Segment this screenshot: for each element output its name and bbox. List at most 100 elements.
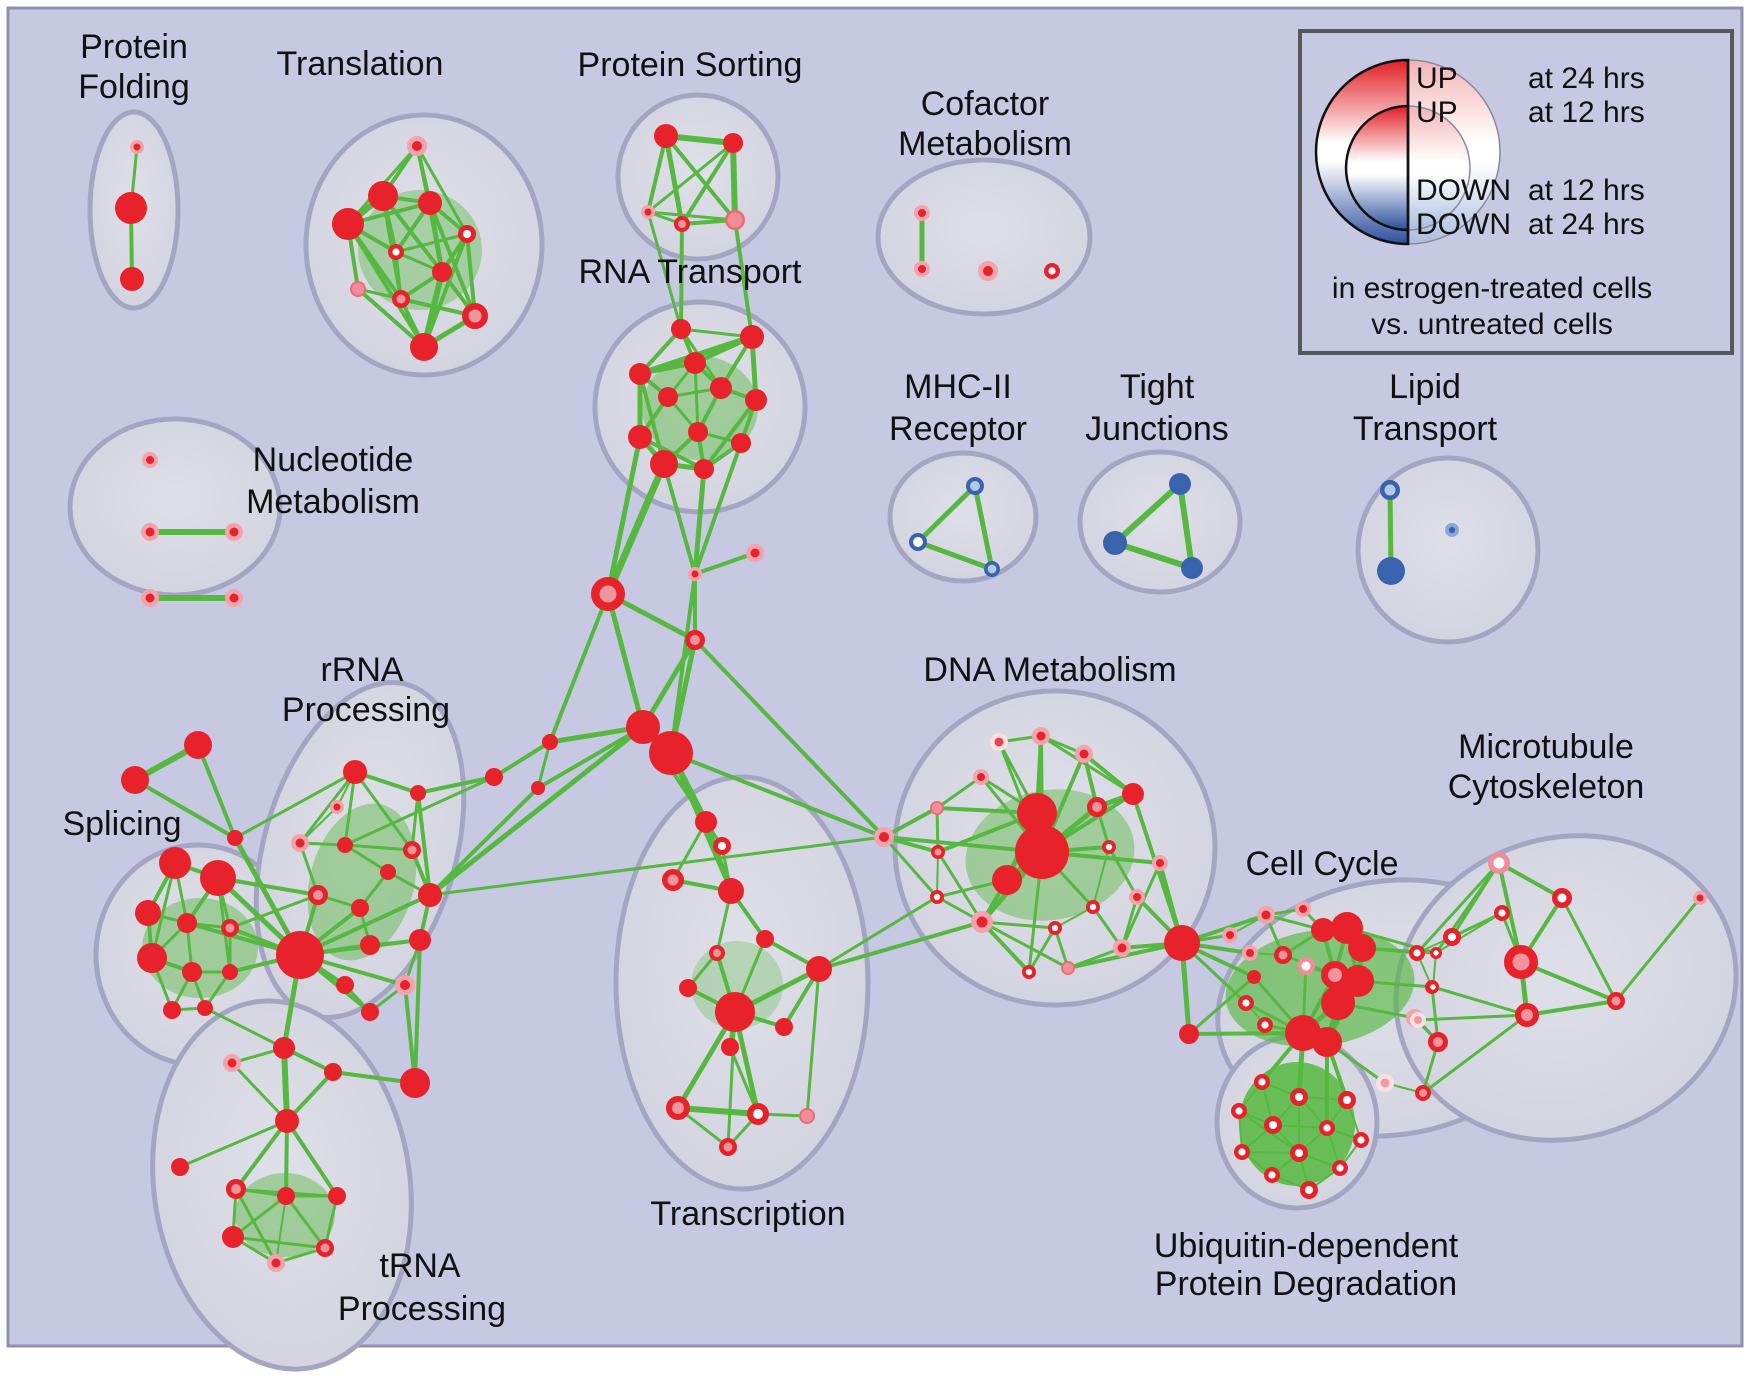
network-node-U9: [1289, 1143, 1308, 1162]
legend-direction-label-3: DOWN: [1416, 208, 1511, 241]
cluster-label-protein-folding: Folding: [78, 68, 190, 106]
network-edge: [415, 144, 469, 236]
network-node-TN10: [222, 1226, 244, 1248]
network-node-C1: [688, 567, 702, 581]
network-node-ST: [184, 731, 212, 759]
network-edge: [548, 592, 610, 744]
network-node-CF3: [978, 261, 998, 281]
network-node-SP9: [163, 1001, 181, 1019]
network-node-R8: [418, 883, 442, 907]
network-edge: [234, 1187, 278, 1265]
network-node-U7: [1352, 1131, 1369, 1148]
network-node-TR2: [712, 836, 731, 855]
network-edge: [935, 775, 983, 810]
network-node-CF4: [1043, 263, 1060, 280]
network-node-T9: [392, 290, 410, 308]
cluster-label-tight-junctions: Tight: [1120, 368, 1195, 406]
cluster-label-translation: Translation: [277, 45, 444, 83]
network-node-R10: [276, 931, 324, 979]
network-edge: [646, 210, 683, 331]
network-node-U6: [1318, 1119, 1335, 1136]
network-edge: [275, 1195, 287, 1264]
network-node-R3: [291, 834, 309, 852]
network-node-PS2: [723, 133, 743, 153]
network-node-MH2: [909, 533, 928, 552]
network-node-R5: [403, 841, 421, 859]
network-node-MH3: [983, 560, 1000, 577]
network-node-DM22: [1164, 925, 1200, 961]
network-node-DM8: [1017, 793, 1057, 833]
network-node-DM5: [1122, 783, 1144, 805]
network-node-TN1: [273, 1037, 295, 1059]
network-node-CC20: [1442, 927, 1461, 946]
network-node-T7: [432, 262, 452, 282]
network-node-PF2: [115, 192, 147, 224]
cluster-label-protein-sorting: Protein Sorting: [578, 46, 803, 84]
network-node-U5: [1263, 1115, 1282, 1134]
network-node-RT11: [650, 450, 678, 478]
network-edge: [284, 1194, 327, 1250]
network-node-DM7: [1087, 797, 1107, 817]
network-edge: [936, 851, 939, 898]
network-node-NM4: [141, 589, 159, 607]
network-node-LP3: [1445, 522, 1460, 537]
network-node-R15: [361, 1003, 379, 1021]
cluster-label-ubiquitin-degradation: Ubiquitin-dependent: [1154, 1227, 1459, 1265]
network-edge: [1415, 861, 1501, 955]
network-node-R4: [337, 837, 353, 853]
cluster-label-trna-processing: Processing: [338, 1290, 506, 1328]
network-node-PF3: [120, 267, 144, 291]
network-node-DM1: [990, 733, 1008, 751]
network-node-MT7: [1515, 1003, 1539, 1027]
network-edge: [150, 861, 177, 960]
network-edge: [1525, 999, 1618, 1017]
network-node-DM16: [971, 911, 993, 933]
edge-density-blob: [307, 803, 417, 961]
network-node-TR15: [719, 1138, 737, 1156]
network-node-SP10: [197, 1000, 213, 1016]
network-node-PF1: [130, 140, 144, 154]
network-edge: [233, 770, 357, 840]
network-node-RT2: [740, 325, 764, 349]
network-node-LP2: [1377, 557, 1405, 585]
cluster-label-nucleotide-metabolism: Metabolism: [246, 483, 420, 521]
cluster-label-mhc-ii-receptor: MHC-II: [904, 368, 1012, 406]
network-edge: [646, 210, 737, 222]
network-node-TN12: [267, 1254, 285, 1272]
network-node-P1: [542, 734, 558, 750]
network-edge: [1497, 861, 1564, 900]
network-node-T1: [407, 136, 427, 156]
legend-inner-circle-faded: [1407, 105, 1471, 231]
network-node-TR1: [695, 811, 717, 833]
network-edge: [343, 770, 357, 847]
network-node-U1: [1253, 1073, 1270, 1090]
network-node-R13: [336, 976, 354, 994]
cluster-label-rna-transport: RNA Transport: [579, 253, 803, 291]
network-edge: [817, 895, 939, 971]
network-node-DM4: [973, 769, 989, 785]
network-node-TN7: [226, 1179, 246, 1199]
network-edge: [702, 398, 758, 471]
network-node-CF1: [914, 205, 930, 221]
network-node-U3: [1337, 1090, 1356, 1109]
network-edge: [980, 920, 1070, 970]
network-edge: [935, 806, 940, 854]
network-node-MH1: [966, 476, 985, 495]
network-node-MT3: [1493, 905, 1510, 922]
network-node-TR5: [756, 930, 774, 948]
network-edge: [728, 1045, 760, 1116]
network-edge: [536, 725, 645, 790]
network-node-TR12: [666, 1096, 690, 1120]
network-node-MT2: [1552, 888, 1572, 908]
network-node-U10: [1331, 1159, 1348, 1176]
network-node-C3: [746, 544, 764, 562]
network-node-CC22: [1428, 1032, 1448, 1052]
network-node-T4: [332, 208, 364, 240]
network-node-DM15: [1129, 889, 1145, 905]
network-node-SP3: [135, 900, 161, 926]
legend-time-label-2: at 12 hrs: [1528, 174, 1645, 207]
network-node-SP1: [159, 847, 191, 879]
network-edge: [203, 1006, 286, 1050]
network-node-CC4: [1242, 945, 1258, 961]
network-node-RT1: [671, 319, 691, 339]
